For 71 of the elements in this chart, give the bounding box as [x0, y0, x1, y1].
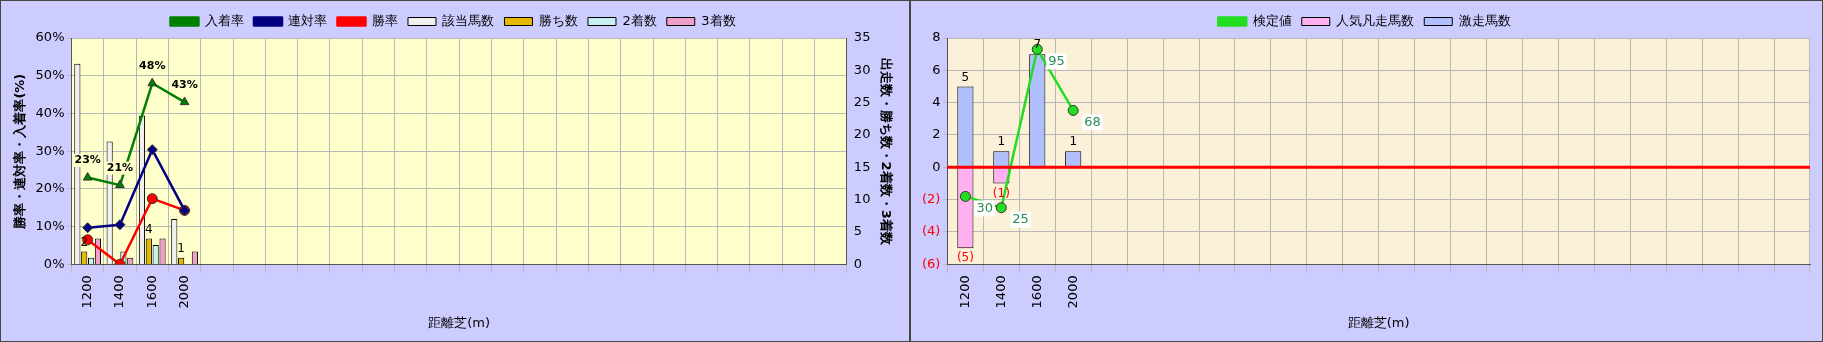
- legend-label: 人気凡走馬数: [1336, 12, 1415, 28]
- data-label: 1: [1069, 134, 1078, 149]
- point: [115, 179, 125, 189]
- legend-label: 2着数: [622, 12, 657, 28]
- y2-tick-label: 35: [853, 29, 871, 45]
- x-axis-title: 距離芝(m): [1347, 314, 1410, 330]
- data-label: 21%: [106, 160, 134, 174]
- y-axis-title: 勝率・連対率・入着率(%): [12, 73, 28, 230]
- y-tick-label: (4): [921, 223, 941, 239]
- point: [146, 193, 158, 205]
- y2-tick-label: 30: [853, 61, 871, 77]
- x-tick-label: 2000: [1064, 275, 1080, 309]
- y-tick-label: 6: [932, 61, 941, 77]
- legend-label: 入着率: [204, 12, 244, 28]
- legend-label: 勝率: [371, 12, 398, 28]
- x-tick-label: 1400: [992, 275, 1008, 309]
- data-label: 30: [976, 199, 993, 215]
- y-tick-label: 40%: [35, 104, 65, 120]
- x-axis-title: 距離芝(m): [428, 314, 491, 330]
- legend-label: 該当馬数: [442, 12, 495, 28]
- x-tick-label: 1600: [1028, 275, 1044, 309]
- point: [82, 172, 93, 181]
- y2-tick-label: 20: [853, 126, 871, 142]
- point: [959, 190, 971, 202]
- point: [147, 77, 158, 87]
- y-tick-label: 0: [932, 158, 941, 174]
- y2-tick-label: 0: [853, 255, 863, 271]
- data-label: 23%: [74, 153, 101, 167]
- y-tick-label: 4: [932, 94, 941, 110]
- point: [114, 219, 126, 231]
- y2-tick-label: 10: [853, 191, 871, 207]
- y-tick-label: 2: [932, 126, 941, 142]
- point: [179, 96, 190, 106]
- y2-tick-label: 25: [853, 94, 871, 110]
- y-tick-label: 0%: [43, 255, 65, 271]
- data-label: 1: [177, 240, 185, 255]
- x-tick-label: 1200: [79, 275, 95, 309]
- point: [995, 202, 1007, 214]
- data-label: 4: [145, 221, 153, 236]
- x-tick-label: 2000: [175, 275, 191, 309]
- y-tick-label: 60%: [35, 29, 65, 45]
- data-label: 5: [961, 69, 970, 84]
- data-label: 48%: [139, 59, 166, 73]
- point: [82, 222, 94, 234]
- y-tick-label: 8: [932, 29, 941, 45]
- y-tick-label: 30%: [35, 142, 65, 158]
- legend-label: 検定値: [1252, 12, 1292, 28]
- y2-tick-label: 5: [853, 223, 863, 239]
- data-label: 25: [1012, 211, 1029, 227]
- y2-tick-label: 15: [853, 158, 871, 174]
- y-tick-label: (2): [921, 191, 941, 207]
- x-tick-label: 1200: [956, 275, 972, 309]
- data-label: (5): [956, 250, 974, 265]
- data-label: 1: [997, 134, 1006, 149]
- point: [146, 144, 158, 156]
- data-label: 43%: [171, 77, 198, 91]
- y-tick-label: 10%: [35, 217, 65, 233]
- data-label: 95: [1048, 52, 1065, 68]
- data-label: 68: [1084, 113, 1101, 129]
- legend-label: 連対率: [288, 12, 328, 28]
- y-tick-label: 50%: [35, 67, 65, 83]
- y2-axis-title: 出走数・勝ち数・2着数・3着数: [878, 57, 894, 246]
- y-tick-label: 20%: [35, 180, 65, 196]
- y-tick-label: (6): [921, 255, 941, 271]
- x-tick-label: 1600: [143, 275, 159, 309]
- point: [1067, 104, 1079, 116]
- x-tick-label: 1400: [111, 275, 127, 309]
- legend-label: 激走馬数: [1458, 12, 1511, 28]
- legend-label: 3着数: [701, 12, 736, 28]
- data-label: 7: [1033, 37, 1042, 52]
- legend-label: 勝ち数: [538, 12, 578, 28]
